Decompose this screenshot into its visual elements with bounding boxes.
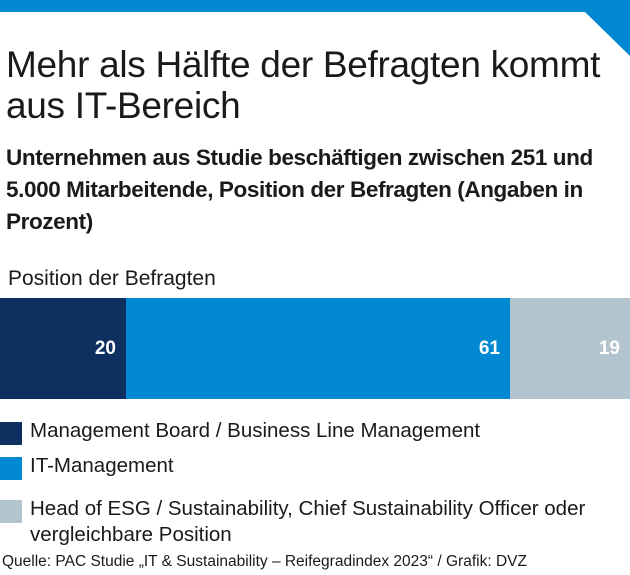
legend-swatch-head-esg [0, 500, 22, 523]
data-label: 61 [478, 338, 500, 359]
legend-swatch-it-management [0, 457, 22, 480]
chart-subtitle: Unternehmen aus Studie beschäftigen zwis… [6, 145, 593, 234]
legend-label: IT-Management [30, 454, 174, 477]
legend-label: Head of ESG / Sustainability, Chief Sust… [30, 497, 586, 546]
data-label: 20 [94, 338, 116, 359]
bar-segment-it-management: 61 [126, 298, 510, 399]
legend-label: Management Board / Business Line Managem… [30, 419, 481, 442]
bar-segment-management-board: 20 [0, 298, 126, 399]
chart-title: Mehr als Hälfte der Befragten kommt aus … [6, 44, 601, 126]
legend-swatch-management-board [0, 422, 22, 445]
data-label: 19 [598, 338, 620, 359]
bar-segment-head-esg: 19 [510, 298, 630, 399]
category-label: Position der Befragten [8, 267, 216, 290]
stacked-bar: 20 61 19 [0, 298, 630, 399]
source-note: Quelle: PAC Studie „IT & Sustainability … [2, 553, 527, 570]
top-accent-bar [0, 0, 630, 56]
